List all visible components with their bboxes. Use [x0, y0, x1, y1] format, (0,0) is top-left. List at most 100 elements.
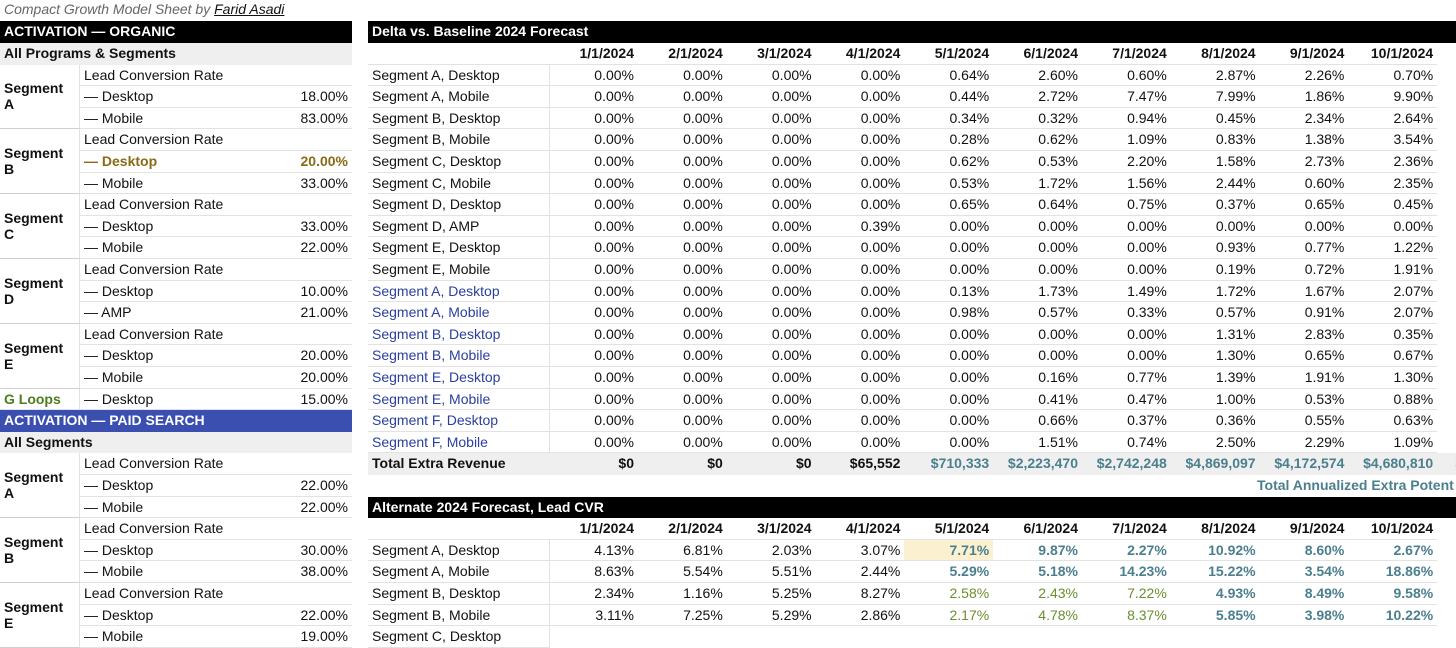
cell-value: 5.25% [726, 583, 816, 605]
row-label: Segment A, Mobile [368, 561, 550, 583]
cell-value: 0.00% [904, 345, 994, 367]
row-value: 20.00% [276, 151, 352, 173]
cell-value: 10.92% [1170, 540, 1260, 562]
cell-value: 2.03% [726, 540, 816, 562]
cell-value: 0.45% [1170, 108, 1260, 130]
cell-value: 0.00% [993, 324, 1082, 346]
row-label: Segment E, Mobile [368, 388, 550, 411]
cell-value: 0.00% [549, 129, 638, 151]
row-value: 22.00% [276, 237, 352, 259]
author-link[interactable]: Farid Asadi [214, 1, 285, 17]
cell-value: 0.55% [1259, 410, 1349, 432]
row-label: — Mobile [80, 173, 276, 195]
cell-value: 1.31% [1170, 324, 1260, 346]
note: Total Annualized Extra Potent [1257, 477, 1454, 493]
row-value: 83.00% [276, 108, 352, 130]
cell-value: 0.00% [638, 194, 727, 216]
cell-value: 2.50% [1170, 432, 1260, 454]
cell-value: 0.00% [549, 345, 638, 367]
date-header: 3/1/2024 [726, 43, 816, 65]
cell-value: 0.00% [549, 259, 638, 281]
cell-value: 0.00% [726, 367, 816, 389]
row-label: Segment B, Mobile [368, 345, 550, 367]
cell-value: 0.00% [815, 108, 905, 130]
cell-value: 0.00% [815, 281, 905, 303]
cell-value: 2.72% [993, 86, 1082, 108]
date-header: 4/1/2024 [815, 43, 905, 65]
cell-value: 0.00% [1082, 237, 1171, 259]
total-value: $2,223,470 [993, 453, 1082, 475]
row-value: 10.00% [276, 281, 352, 303]
cell-value: 0.00% [638, 324, 727, 346]
cell-value: 8.63% [549, 561, 638, 583]
cell-value: 1.00% [1170, 389, 1260, 411]
cell-value: 0.60% [1259, 173, 1349, 195]
cell-value: 0.62% [993, 129, 1082, 151]
section-title: ACTIVATION — ORGANIC [0, 21, 352, 43]
cell-value: 0.00% [815, 129, 905, 151]
cell-value: 0.00% [549, 86, 638, 108]
row-label: — Mobile [80, 626, 276, 648]
cell-value: 0.64% [904, 65, 994, 87]
row-value: 22.00% [276, 497, 352, 519]
table-title: Delta vs. Baseline 2024 Forecast [368, 21, 1456, 43]
cell-value: 0.77% [1082, 367, 1171, 389]
cell-value: 0.33% [1082, 302, 1171, 324]
cell-value: 0.00% [815, 389, 905, 411]
cell-value: 1.73% [993, 281, 1082, 303]
row-value: 38.00% [276, 561, 352, 583]
cell-value: 0.00% [904, 324, 994, 346]
cell-value: 0.00% [549, 324, 638, 346]
cell-value: 0.00% [993, 259, 1082, 281]
metric-label: Lead Conversion Rate [80, 324, 352, 346]
cell-value: 0.00% [815, 410, 905, 432]
row-value: 22.00% [276, 475, 352, 497]
cell-value: 0.00% [815, 324, 905, 346]
cell-value: 0.00% [726, 281, 816, 303]
cell-value: 1.51% [993, 432, 1082, 454]
cell-value: 1.86% [1259, 86, 1349, 108]
row-label: Segment A, Desktop [368, 539, 550, 562]
cell-value: 2.20% [1082, 151, 1171, 173]
cell-value: 7.25% [638, 605, 727, 627]
section-subtitle: All Segments [0, 431, 352, 454]
cell-value: 2.34% [1259, 108, 1349, 130]
cell-value: 0.57% [1170, 302, 1260, 324]
cell-value: 2.60% [993, 65, 1082, 87]
row-value: 30.00% [276, 540, 352, 562]
cell-value: 0.00% [549, 151, 638, 173]
row-label: — Desktop [80, 151, 276, 173]
cell-value: 2.87% [1170, 65, 1260, 87]
cell-value: 0.00% [815, 237, 905, 259]
cell-value: 0.00% [726, 345, 816, 367]
row-label: — Desktop [80, 540, 276, 562]
cell-value: 0.66% [993, 410, 1082, 432]
row-value: 33.00% [276, 216, 352, 238]
cell-value: 0.53% [993, 151, 1082, 173]
cell-value: 0.00% [815, 367, 905, 389]
segment-name: Segment B [0, 129, 80, 195]
row-label: Segment E, Desktop [368, 367, 550, 389]
cell-value: 0.00% [549, 281, 638, 303]
segment-name: Segment A [0, 453, 80, 519]
cell-value: 0.00% [815, 259, 905, 281]
date-header: 7/1/2024 [1082, 518, 1171, 540]
metric-label: Lead Conversion Rate [80, 65, 352, 87]
metric-label: Lead Conversion Rate [80, 194, 352, 216]
cell-value: 0.00% [726, 173, 816, 195]
row-label: Segment A, Mobile [368, 86, 550, 108]
cell-value: 0.00% [815, 65, 905, 87]
total-value: $710,333 [904, 453, 994, 475]
header-blank [368, 518, 550, 540]
cell-value: 0.39% [815, 216, 905, 238]
metric-label: Lead Conversion Rate [80, 453, 352, 475]
cell-value: 2.86% [815, 605, 905, 627]
cell-value: 0.65% [1259, 345, 1349, 367]
cell-value: 0.00% [638, 389, 727, 411]
cell-value: 0.00% [726, 65, 816, 87]
cell-value: 2.67% [1348, 540, 1438, 562]
row-label: Segment A, Desktop [368, 280, 550, 303]
date-header: 7/1/2024 [1082, 43, 1171, 65]
row-label: Segment C, Mobile [368, 172, 550, 195]
row-label: — Mobile [80, 497, 276, 519]
